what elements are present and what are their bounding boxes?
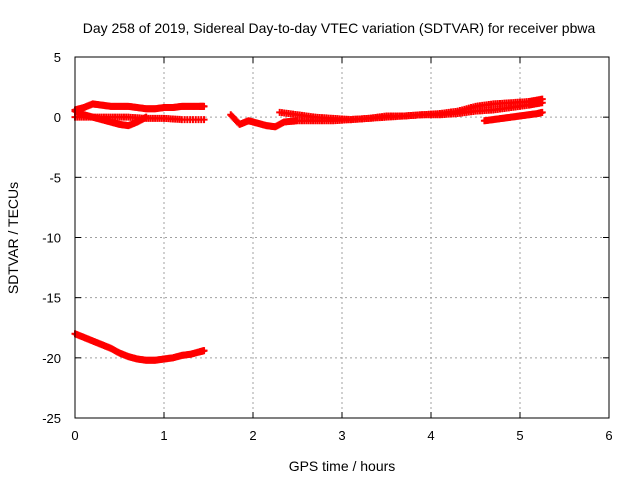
sdtvar-chart: Day 258 of 2019, Sidereal Day-to-day VTE… bbox=[0, 0, 640, 480]
x-tick-label: 3 bbox=[338, 428, 345, 443]
y-tick-label: -5 bbox=[49, 170, 61, 185]
x-tick-label: 2 bbox=[249, 428, 256, 443]
x-tick-labels: 0 1 2 3 4 5 6 bbox=[71, 428, 612, 443]
x-tick-label: 1 bbox=[160, 428, 167, 443]
y-tick-label: 0 bbox=[54, 110, 61, 125]
y-tick-label: -20 bbox=[42, 351, 61, 366]
series-arc-a-upper bbox=[72, 100, 208, 113]
series-arc-b bbox=[72, 330, 208, 363]
y-tick-label: 5 bbox=[54, 50, 61, 65]
x-tick-label: 4 bbox=[427, 428, 434, 443]
chart-title: Day 258 of 2019, Sidereal Day-to-day VTE… bbox=[83, 20, 596, 36]
y-tick-label: -10 bbox=[42, 231, 61, 246]
y-tick-label: -25 bbox=[42, 411, 61, 426]
x-tick-label: 5 bbox=[516, 428, 523, 443]
y-tick-label: -15 bbox=[42, 291, 61, 306]
data-points bbox=[72, 96, 546, 364]
y-axis-label: SDTVAR / TECUs bbox=[5, 182, 21, 294]
y-tick-labels: -25 -20 -15 -10 -5 0 5 bbox=[42, 50, 61, 426]
x-axis-label: GPS time / hours bbox=[289, 458, 396, 474]
x-tick-label: 0 bbox=[71, 428, 78, 443]
x-tick-label: 6 bbox=[605, 428, 612, 443]
